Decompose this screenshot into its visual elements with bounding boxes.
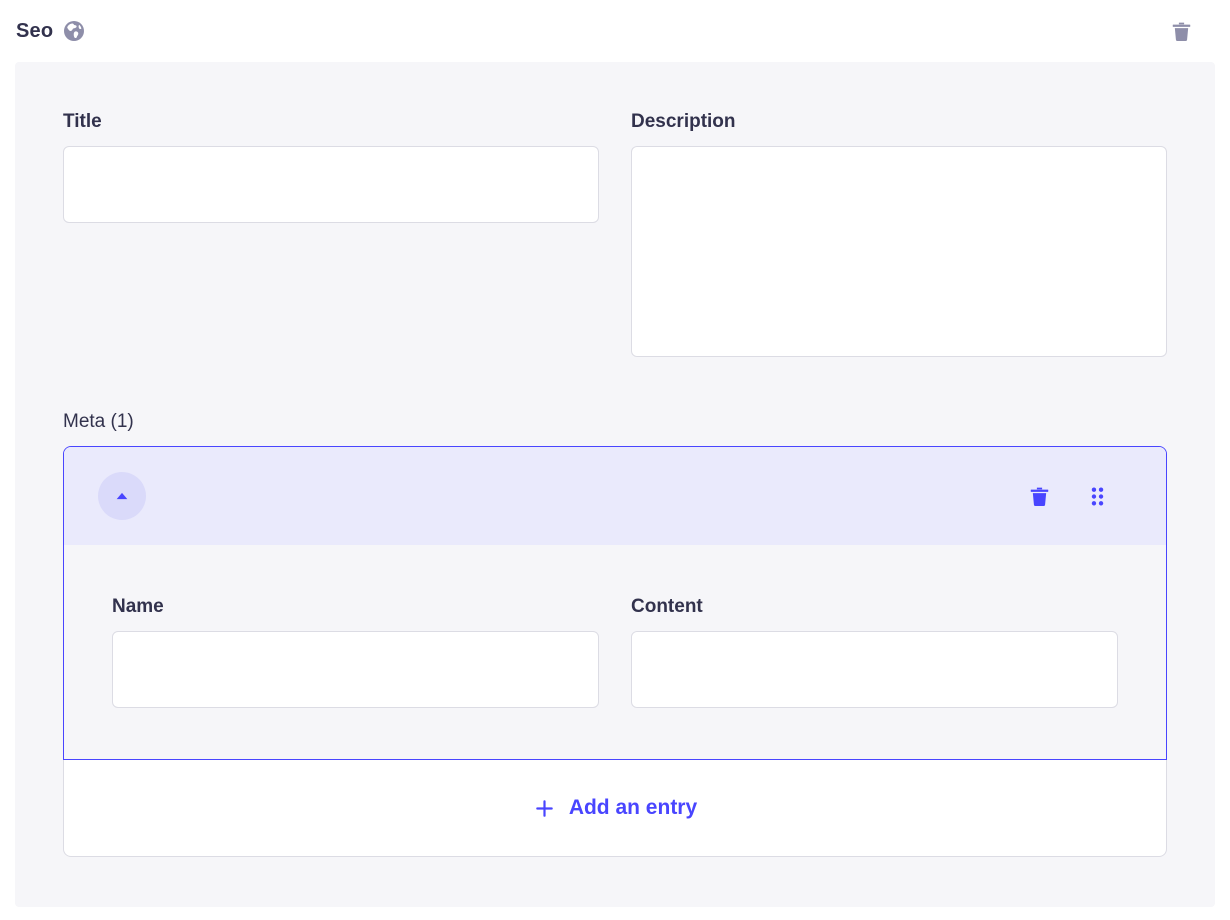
content-input[interactable] <box>631 631 1118 708</box>
earth-icon <box>62 19 86 43</box>
add-entry-label: Add an entry <box>568 796 698 819</box>
meta-entry-header[interactable] <box>64 447 1166 545</box>
description-textarea[interactable] <box>631 146 1167 357</box>
meta-entries-footer: Add an entry <box>63 760 1167 857</box>
fields-grid: Title Description <box>63 110 1167 357</box>
component-title: Seo <box>16 19 54 42</box>
component-header: Seo <box>0 0 1230 62</box>
entry-actions <box>1027 484 1110 509</box>
entry-fields-grid: Name Content <box>112 595 1118 708</box>
content-field-group: Content <box>631 595 1118 708</box>
name-label: Name <box>112 596 164 617</box>
drag-handle-icon <box>1091 487 1104 505</box>
trash-icon <box>1030 487 1049 506</box>
add-entry-button[interactable]: Add an entry <box>527 795 703 821</box>
name-field-group: Name <box>112 595 599 708</box>
collapse-entry-button[interactable] <box>98 472 146 520</box>
title-input[interactable] <box>63 146 599 223</box>
meta-entry-accordion: Name Content <box>63 446 1167 760</box>
delete-entry-button[interactable] <box>1027 484 1052 509</box>
component-header-left: Seo <box>16 19 86 43</box>
trash-icon <box>1172 22 1191 41</box>
description-field-group: Description <box>631 110 1167 357</box>
drag-entry-handle[interactable] <box>1085 484 1110 509</box>
title-label: Title <box>63 111 102 132</box>
plus-icon <box>536 799 553 817</box>
name-input[interactable] <box>112 631 599 708</box>
meta-section-label: Meta (1) <box>63 411 134 432</box>
description-label: Description <box>631 111 736 132</box>
title-field-group: Title <box>63 110 599 223</box>
content-label: Content <box>631 596 703 617</box>
delete-component-button[interactable] <box>1169 19 1194 44</box>
meta-entry-body: Name Content <box>64 545 1166 759</box>
caret-up-icon <box>116 492 128 500</box>
component-body-panel: Title Description Meta (1) <box>15 62 1215 907</box>
